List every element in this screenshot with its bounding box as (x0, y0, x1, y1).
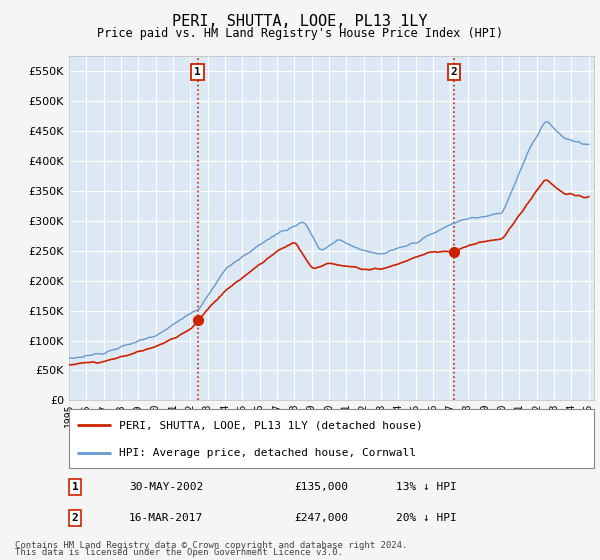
Text: Contains HM Land Registry data © Crown copyright and database right 2024.: Contains HM Land Registry data © Crown c… (15, 541, 407, 550)
Text: PERI, SHUTTA, LOOE, PL13 1LY (detached house): PERI, SHUTTA, LOOE, PL13 1LY (detached h… (119, 420, 422, 430)
Text: 20% ↓ HPI: 20% ↓ HPI (396, 513, 457, 523)
Text: 2: 2 (451, 67, 457, 77)
Text: This data is licensed under the Open Government Licence v3.0.: This data is licensed under the Open Gov… (15, 548, 343, 557)
Text: 1: 1 (194, 67, 201, 77)
FancyBboxPatch shape (69, 409, 594, 468)
Text: 1: 1 (71, 482, 79, 492)
Text: 16-MAR-2017: 16-MAR-2017 (129, 513, 203, 523)
Text: PERI, SHUTTA, LOOE, PL13 1LY: PERI, SHUTTA, LOOE, PL13 1LY (172, 14, 428, 29)
Text: 13% ↓ HPI: 13% ↓ HPI (396, 482, 457, 492)
Text: Price paid vs. HM Land Registry's House Price Index (HPI): Price paid vs. HM Land Registry's House … (97, 27, 503, 40)
Text: £135,000: £135,000 (294, 482, 348, 492)
Text: £247,000: £247,000 (294, 513, 348, 523)
Text: 2: 2 (71, 513, 79, 523)
Text: 30-MAY-2002: 30-MAY-2002 (129, 482, 203, 492)
Text: HPI: Average price, detached house, Cornwall: HPI: Average price, detached house, Corn… (119, 448, 416, 458)
